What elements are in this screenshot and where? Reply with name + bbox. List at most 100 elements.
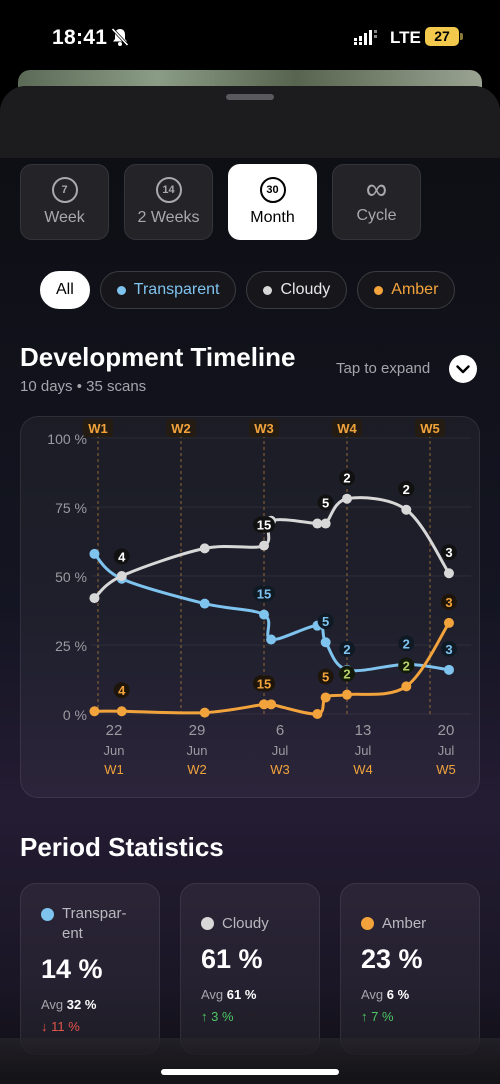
stat-header: Amber (361, 914, 426, 934)
period-week-button[interactable]: 7 Week (20, 164, 109, 240)
x-tick-day: 20 (438, 722, 455, 739)
stat-card-transparent[interactable]: Transpar- ent 14 % Avg 32 % ↓ 11 % (20, 883, 160, 1055)
transparent-data-point (443, 664, 454, 675)
timeline-chart[interactable]: 100 %75 %50 %25 %0 %W1 W2 W3 W4 W522JunW129J… (21, 417, 481, 799)
amber-data-point (312, 709, 323, 719)
scan-count-label: 5 (322, 669, 329, 684)
x-tick-week: W1 (104, 762, 124, 777)
week-marker-label: W5 (420, 421, 440, 436)
y-tick-label: 25 % (55, 638, 87, 654)
scan-count-badge (253, 516, 275, 533)
scan-count-label: 3 (445, 545, 452, 560)
month-icon: 30 (259, 177, 286, 203)
bottom-sheet: 7 Week 14 2 Weeks 30 Month ∞ Cycle All T… (0, 86, 500, 1084)
cloudy-data-point (312, 518, 323, 529)
expand-chevron-button[interactable] (449, 355, 477, 383)
amber-data-point (342, 689, 352, 700)
scan-count-badge (339, 469, 355, 486)
y-tick-label: 0 % (63, 707, 87, 723)
stat-header: Cloudy (201, 914, 269, 934)
bottom-bar (0, 1038, 500, 1084)
amber-series-line (92, 621, 451, 716)
stat-name: Amber (382, 915, 427, 932)
scan-count-badge (440, 593, 457, 610)
expand-hint[interactable]: Tap to expand (336, 360, 431, 377)
week-marker-badge (249, 419, 279, 437)
timeline-chart-card[interactable]: 100 % 75 % 50 % 25 % 0 % W1 W2 W3 W4 W5 22 Jun W1 29 J… (20, 416, 480, 798)
transparent-dot-icon (41, 908, 54, 921)
statistics-cards: Transpar- ent 14 % Avg 32 % ↓ 11 % Cloud… (20, 883, 480, 1055)
cloudy-data-point (320, 518, 331, 529)
filter-all-chip[interactable]: All (40, 271, 90, 309)
y-tick-label: 100 % (47, 431, 87, 447)
stat-average: Avg 32 % (41, 997, 97, 1012)
scan-count-badge (113, 548, 130, 565)
week-marker-label: W3 (254, 421, 274, 436)
scan-count-label: 5 (322, 496, 329, 511)
stat-value: 61 % (201, 944, 263, 974)
x-tick-month: Jul (355, 743, 372, 758)
cloudy-data-point (116, 571, 127, 581)
scan-count-badge (317, 494, 334, 511)
transparent-data-point (199, 598, 210, 609)
y-tick-label: 75 % (55, 500, 87, 516)
chip-label: Transparent (133, 281, 220, 298)
stat-change: ↑ 3 % (201, 1009, 234, 1024)
period-label: Cycle (356, 207, 397, 224)
scan-count-label: 2 (403, 482, 410, 497)
week-icon: 7 (51, 177, 78, 203)
stat-value: 23 % (361, 944, 423, 974)
chevron-down-icon (456, 364, 470, 373)
scan-count-label: 15 (257, 518, 271, 533)
period-month-button[interactable]: 30 Month (228, 164, 317, 240)
scan-count-badge (398, 480, 415, 497)
x-tick-week: W4 (353, 762, 373, 777)
scan-count-badge (113, 682, 130, 699)
x-tick-month: Jun (104, 743, 125, 758)
amber-dot-icon (374, 285, 384, 295)
week-marker-label: W4 (337, 421, 357, 436)
scan-count-label: 4 (118, 549, 126, 564)
scan-count-badge (440, 640, 457, 657)
timeline-subtitle: 10 days • 35 scans (20, 378, 147, 395)
cloudy-series-line (92, 496, 451, 600)
period-label: Week (44, 209, 85, 226)
period-2weeks-button[interactable]: 14 2 Weeks (124, 164, 213, 240)
filter-cloudy-chip[interactable]: Cloudy (246, 271, 348, 309)
scan-count-badge (253, 585, 275, 602)
stat-name: Cloudy (222, 915, 269, 932)
status-bar: 18:41 LTE 27 (0, 0, 500, 76)
sheet-grabber[interactable] (226, 94, 274, 100)
filter-transparent-chip[interactable]: Transparent (99, 271, 237, 309)
x-tick-day: 6 (276, 722, 284, 739)
stat-header: Transpar- ent (41, 904, 126, 944)
status-time: 18:41 (52, 26, 108, 49)
transparent-data-point (320, 637, 331, 648)
stat-card-amber[interactable]: Amber 23 % Avg 6 % ↑ 7 % (340, 883, 480, 1055)
scan-count-badge (253, 675, 275, 692)
scan-count-badge (440, 544, 457, 561)
period-label: 2 Weeks (137, 209, 200, 226)
scan-count-badge (317, 613, 334, 630)
cloudy-data-point (199, 543, 210, 554)
x-tick-week: W2 (187, 762, 207, 777)
week-marker-badge (332, 419, 362, 437)
amber-data-point (401, 681, 412, 692)
scan-count-label: 3 (445, 595, 452, 610)
x-tick-day: 29 (189, 722, 206, 739)
stat-card-cloudy[interactable]: Cloudy 61 % Avg 61 % ↑ 3 % (180, 883, 320, 1055)
stat-change: ↓ 11 % (41, 1019, 80, 1034)
transparent-data-point (259, 609, 269, 620)
x-tick-day: 22 (106, 722, 123, 739)
week-marker-label: W2 (171, 421, 191, 436)
scan-count-label: 15 (257, 587, 271, 602)
infinity-icon: ∞ (365, 173, 388, 206)
scan-count-label: 2 (343, 471, 350, 486)
cloudy-data-point (401, 504, 412, 515)
filter-amber-chip[interactable]: Amber (357, 271, 456, 309)
signal-icon (354, 30, 377, 45)
period-cycle-button[interactable]: ∞ Cycle (332, 164, 421, 240)
transparent-data-point (89, 548, 100, 559)
home-indicator[interactable] (161, 1069, 339, 1075)
stat-name: Transpar- ent (62, 905, 127, 942)
